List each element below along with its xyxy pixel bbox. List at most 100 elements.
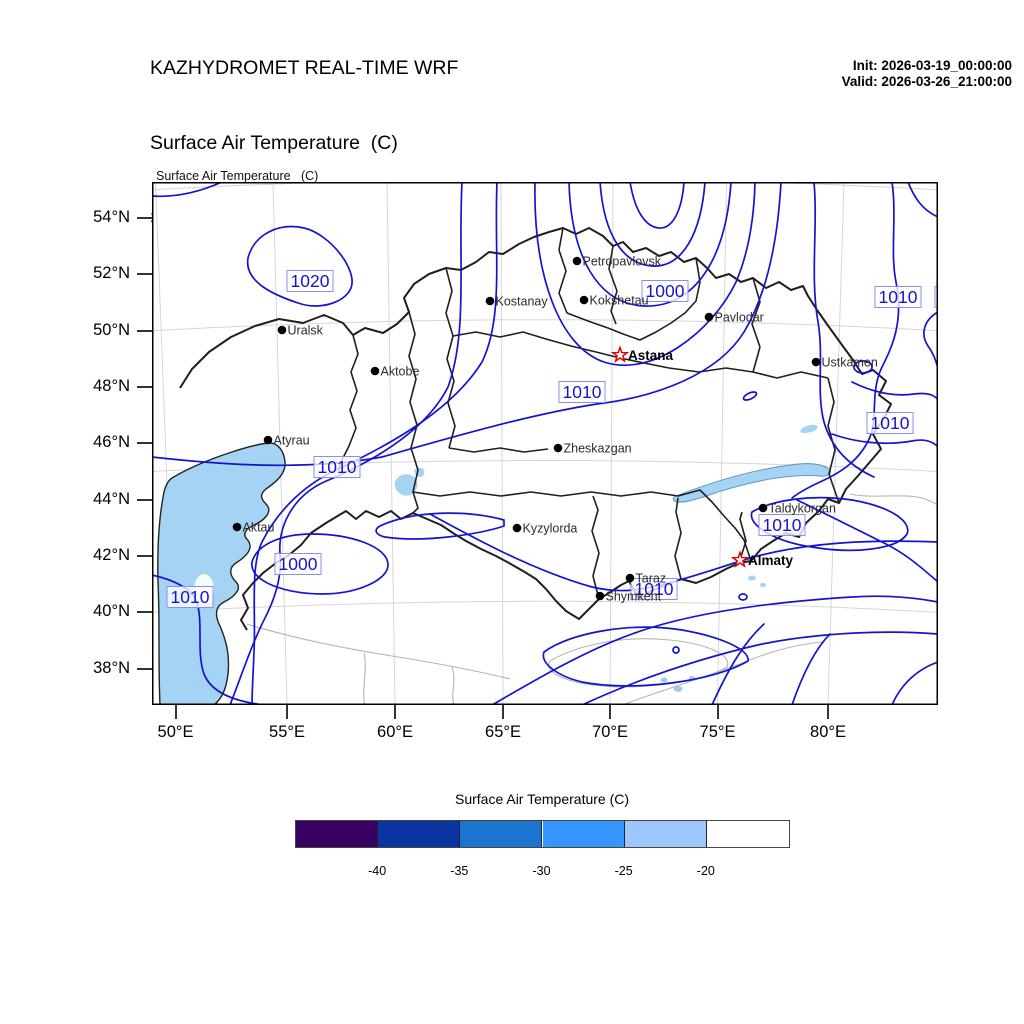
title-variable-1: Surface Air Temperature (C) <box>150 132 398 154</box>
x-tick-mark <box>286 705 288 719</box>
x-tick-label: 60°E <box>377 723 413 741</box>
map-background <box>152 182 938 705</box>
y-tick-label: 40°N <box>93 602 130 621</box>
city-dot-icon <box>704 312 714 322</box>
x-tick-mark <box>174 705 177 719</box>
city-dot-icon <box>512 523 522 533</box>
y-tick-label: 54°N <box>93 208 130 226</box>
colorbar-tick-label: -25 <box>614 864 633 878</box>
svg-text:Kyzylorda: Kyzylorda <box>523 522 578 536</box>
capital-star-icon <box>730 550 750 568</box>
colorbar-tick-label: -35 <box>450 864 469 878</box>
x-tick-mark <box>827 705 829 719</box>
y-tick-label: 52°N <box>93 264 130 283</box>
city-taldykorgan: Taldykorgan <box>758 502 836 516</box>
svg-text:Ustkamen: Ustkamen <box>822 356 878 370</box>
contour-label: 1010 <box>874 286 922 308</box>
y-tick-mark <box>137 554 152 557</box>
svg-text:Taraz: Taraz <box>636 572 667 586</box>
x-tick-label: 75°E <box>699 723 736 741</box>
svg-text:1010: 1010 <box>879 287 918 307</box>
city-aktobe: Aktobe <box>370 365 419 379</box>
svg-text:Petropavlovsk: Petropavlovsk <box>583 255 662 269</box>
svg-text:1010: 1010 <box>171 587 210 607</box>
y-tick-label: 50°N <box>93 320 130 339</box>
oblast-borders <box>337 227 840 600</box>
city-petropavlovsk: Petropavlovsk <box>572 255 662 269</box>
panel-legend-line1: Surface Air Temperature (C) <box>156 169 319 183</box>
city-pavlodar: Pavlodar <box>704 311 764 325</box>
svg-text:Pavlodar: Pavlodar <box>715 311 764 325</box>
colorbar-cell <box>378 821 461 847</box>
contour-label: 1020 <box>286 270 334 292</box>
colorbar-tick-label: -40 <box>368 864 387 878</box>
y-tick-label: 42°N <box>93 545 130 564</box>
x-tick-label: 55°E <box>269 723 305 741</box>
svg-text:Taldykorgan: Taldykorgan <box>769 502 836 516</box>
colorbar-tick-label: -30 <box>532 864 551 878</box>
y-tick-mark <box>137 667 152 670</box>
city-dot-icon <box>277 325 287 335</box>
init-timestamp: Init: 2026-03-19_00:00:00 <box>852 58 1012 73</box>
colorbar-cell <box>296 821 379 847</box>
city-kokshetau: Kokshetau <box>579 294 649 308</box>
contour-label: 1000 <box>274 553 322 575</box>
colorbar-tick-label: -20 <box>696 864 715 878</box>
svg-text:1010: 1010 <box>871 413 910 433</box>
city-dot-icon <box>625 573 635 583</box>
y-tick-mark <box>137 611 152 614</box>
x-tick-mark <box>609 705 611 719</box>
city-kyzylorda: Kyzylorda <box>512 522 578 536</box>
city-zheskazgan: Zheskazgan <box>553 442 632 456</box>
colorbar <box>295 820 790 848</box>
y-tick-label: 48°N <box>93 376 130 395</box>
city-ustkamen: Ustkamen <box>811 356 878 370</box>
svg-text:1010: 1010 <box>318 457 357 477</box>
valid-timestamp: Valid: 2026-03-26_21:00:00 <box>841 74 1012 89</box>
contour-label: 1010 <box>166 586 214 608</box>
caspian-sea <box>157 442 286 705</box>
svg-text:1010: 1010 <box>563 382 602 402</box>
y-tick-label: 44°N <box>93 489 130 508</box>
map-frame <box>152 182 938 705</box>
city-dot-icon <box>263 435 273 445</box>
city-dot-icon <box>370 366 380 376</box>
contour-label: 1010 <box>866 412 914 434</box>
contour-label: 1010 <box>558 381 606 403</box>
capital-star-icon <box>610 345 630 363</box>
water-bodies <box>157 424 831 705</box>
svg-text:1010: 1010 <box>763 515 802 535</box>
city-dot-icon <box>579 295 589 305</box>
svg-text:1020: 1020 <box>291 271 330 291</box>
svg-text:Kostanay: Kostanay <box>496 295 549 309</box>
svg-text:Atyrau: Atyrau <box>274 434 310 448</box>
y-tick-mark <box>137 442 152 445</box>
colorbar-cell <box>624 821 707 847</box>
x-tick-mark <box>716 705 719 719</box>
page-title: KAZHYDROMET REAL-TIME WRF <box>150 57 459 79</box>
svg-text:Shymkent: Shymkent <box>606 590 662 604</box>
y-tick-mark <box>137 273 152 276</box>
contour-label: 1010 <box>630 578 678 600</box>
contour-label: 1010 <box>313 456 361 478</box>
pressure-contours <box>152 182 938 705</box>
colorbar-cell <box>460 821 543 847</box>
svg-text:Almaty: Almaty <box>748 553 794 568</box>
city-almaty: Almaty <box>730 550 794 568</box>
city-dot-icon <box>572 256 582 266</box>
city-kostanay: Kostanay <box>485 295 549 309</box>
x-tick-label: 70°E <box>592 723 628 741</box>
contour-label-layer: 1020 1000 1010 1010 1010 1010 1010 1000 1010 1010… <box>166 270 938 608</box>
svg-text:Zheskazgan: Zheskazgan <box>564 442 632 456</box>
city-dot-icon <box>553 443 563 453</box>
y-tick-label: 38°N <box>93 658 130 677</box>
city-dot-icon <box>811 357 821 367</box>
colorbar-cell <box>706 821 789 847</box>
snow-patch-1 <box>660 677 668 683</box>
city-dot-icon <box>485 296 495 306</box>
x-tick-mark <box>394 705 396 719</box>
city-atyrau: Atyrau <box>263 434 310 448</box>
foreign-borders <box>246 493 938 705</box>
svg-text:1010: 1010 <box>635 579 674 599</box>
x-tick-mark <box>502 705 504 719</box>
